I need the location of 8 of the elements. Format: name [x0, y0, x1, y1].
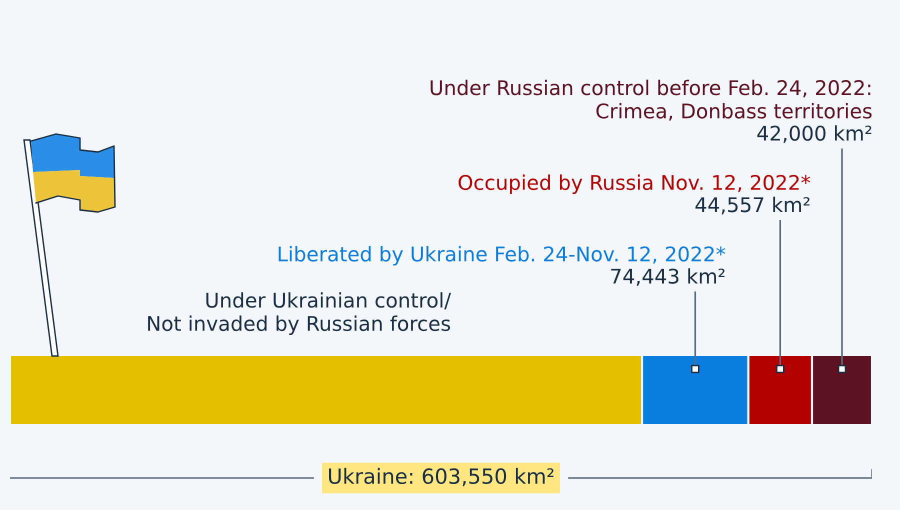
text: Under Russian control before Feb. 24, 2022: Crimea, Donbass territories	[430, 80, 872, 121]
text: Occupied by Russia Nov. 12, 2022*	[458, 174, 810, 194]
series-label: Under Ukrainian control/ Not invaded by Russian forces	[148, 292, 452, 335]
total-label: Ukraine: 603,550 km²	[329, 468, 554, 486]
data-label: 44,557 km²	[696, 196, 810, 214]
data-label: 74,443 km²	[611, 268, 725, 286]
data-label: 42,000 km²	[757, 125, 872, 143]
text: Liberated by Ukraine Feb. 24-Nov. 12, 2022*	[278, 246, 726, 266]
